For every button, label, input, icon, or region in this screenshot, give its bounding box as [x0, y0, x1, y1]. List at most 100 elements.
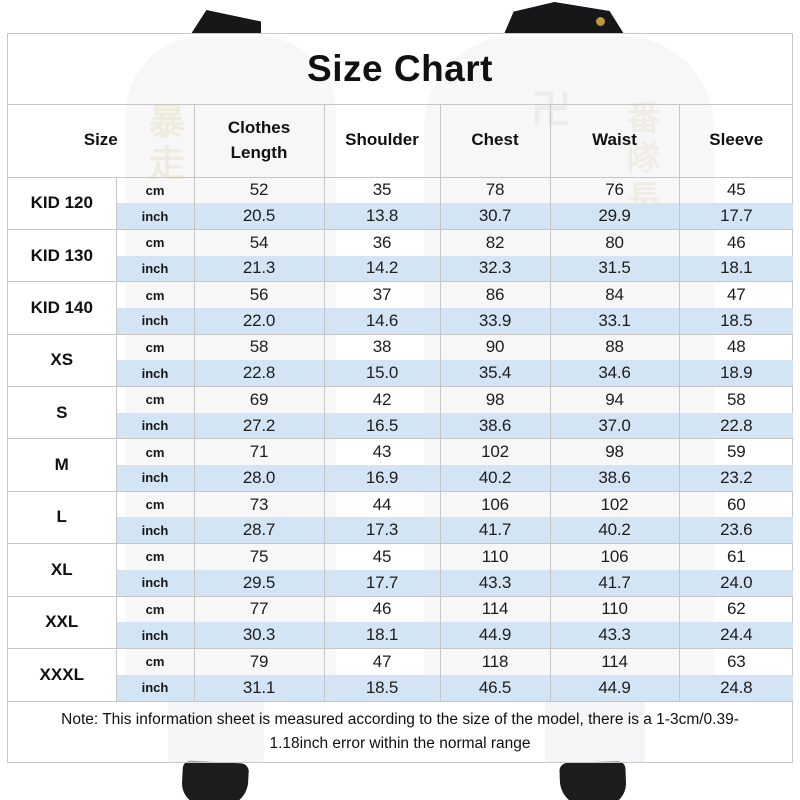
column-header-shoulder: Shoulder [323, 105, 440, 178]
measurement-value-cm: 38 [323, 333, 440, 361]
measurement-value-cm: 45 [323, 543, 440, 570]
measurement-value-inch: 35.4 [439, 360, 550, 387]
unit-label-cm: cm [115, 228, 194, 256]
measurement-value-cm: 98 [549, 438, 679, 466]
measurement-value-cm: 118 [439, 647, 550, 675]
measurement-value-inch: 20.5 [193, 203, 324, 230]
measurement-value-cm: 43 [323, 438, 440, 466]
unit-label-inch: inch [115, 360, 194, 387]
table-row-inch: inch 29.5 17.7 43.3 41.7 24.0 [8, 569, 793, 596]
measurement-value-cm: 110 [439, 543, 550, 570]
measurement-value-cm: 90 [439, 333, 550, 361]
measurement-value-inch: 28.7 [193, 517, 324, 544]
measurement-value-cm: 71 [193, 438, 324, 466]
measurement-value-cm: 114 [439, 595, 550, 623]
measurement-value-cm: 77 [193, 595, 324, 623]
column-header-chest: Chest [439, 105, 550, 178]
measurement-value-cm: 110 [549, 595, 679, 623]
table-row-cm: KID 130 cm 54 36 82 80 46 [8, 228, 793, 282]
header-row: Size Clothes Length Shoulder Chest Waist… [8, 105, 793, 178]
measurement-value-cm: 75 [193, 543, 324, 570]
table-row-cm: XXXL cm 79 47 118 114 63 [8, 647, 793, 701]
measurement-value-cm: 76 [549, 176, 679, 204]
measurement-value-cm: 106 [439, 490, 550, 518]
measurement-value-cm: 58 [193, 333, 324, 361]
size-label: KID 130 [8, 228, 116, 282]
measurement-value-cm: 59 [678, 438, 793, 466]
measurement-value-cm: 88 [549, 333, 679, 361]
measurement-value-inch: 18.9 [678, 360, 793, 387]
measurement-value-inch: 23.2 [678, 465, 793, 492]
measurement-value-inch: 24.8 [678, 674, 793, 701]
measurement-value-inch: 21.3 [193, 255, 324, 282]
measurement-value-cm: 78 [439, 176, 550, 204]
measurement-value-inch: 40.2 [549, 517, 679, 544]
measurement-value-inch: 18.5 [323, 674, 440, 701]
measurement-value-cm: 114 [549, 647, 679, 675]
unit-label-inch: inch [115, 203, 194, 230]
unit-label-inch: inch [115, 517, 194, 544]
table-row-inch: inch 22.0 14.6 33.9 33.1 18.5 [8, 307, 793, 335]
measurement-value-cm: 84 [549, 281, 679, 308]
measurement-value-cm: 63 [678, 647, 793, 675]
table-row-inch: inch 22.8 15.0 35.4 34.6 18.9 [8, 360, 793, 387]
page-title: Size Chart [8, 34, 792, 105]
measurement-value-cm: 35 [323, 176, 440, 204]
unit-label-inch: inch [115, 255, 194, 282]
unit-label-inch: inch [115, 465, 194, 492]
table-row-inch: inch 21.3 14.2 32.3 31.5 18.1 [8, 255, 793, 282]
measurement-value-cm: 37 [323, 281, 440, 308]
table-row-cm: KID 120 cm 52 35 78 76 45 [8, 176, 793, 230]
measurement-value-inch: 44.9 [439, 622, 550, 649]
measurement-value-inch: 32.3 [439, 255, 550, 282]
measurement-value-cm: 45 [678, 176, 793, 204]
measurement-value-inch: 41.7 [439, 517, 550, 544]
unit-label-cm: cm [115, 595, 194, 623]
unit-label-inch: inch [115, 569, 194, 596]
column-header-sleeve: Sleeve [678, 105, 793, 178]
boot-right [559, 760, 627, 800]
size-label: KID 140 [8, 281, 116, 335]
column-header-clothes-length: Clothes Length [193, 105, 324, 178]
measurement-value-cm: 48 [678, 333, 793, 361]
measurement-value-cm: 61 [678, 543, 793, 570]
measurement-value-inch: 44.9 [549, 674, 679, 701]
boot-left [180, 760, 250, 800]
size-label: S [8, 385, 116, 439]
table-row-cm: XS cm 58 38 90 88 48 [8, 333, 793, 387]
table-row-inch: inch 31.1 18.5 46.5 44.9 24.8 [8, 674, 793, 701]
measurement-value-inch: 31.1 [193, 674, 324, 701]
measurement-value-inch: 17.3 [323, 517, 440, 544]
unit-label-inch: inch [115, 412, 194, 439]
unit-label-inch: inch [115, 307, 194, 335]
measurement-value-inch: 17.7 [678, 203, 793, 230]
measurement-value-inch: 22.0 [193, 307, 324, 335]
measurement-value-inch: 22.8 [678, 412, 793, 439]
measurement-value-cm: 98 [439, 385, 550, 413]
jacket-collar-right [504, 2, 624, 34]
measurement-value-cm: 73 [193, 490, 324, 518]
measurement-value-inch: 16.5 [323, 412, 440, 439]
measurement-value-inch: 15.0 [323, 360, 440, 387]
measurement-value-inch: 16.9 [323, 465, 440, 492]
measurement-value-inch: 30.7 [439, 203, 550, 230]
unit-label-cm: cm [115, 543, 194, 570]
measurement-value-inch: 17.7 [323, 569, 440, 596]
measurement-value-cm: 36 [323, 228, 440, 256]
unit-label-cm: cm [115, 281, 194, 308]
size-label: M [8, 438, 116, 492]
measurement-value-cm: 102 [549, 490, 679, 518]
measurement-value-inch: 22.8 [193, 360, 324, 387]
size-label: XXL [8, 595, 116, 649]
measurement-value-inch: 24.4 [678, 622, 793, 649]
unit-label-cm: cm [115, 647, 194, 675]
table-row-cm: XXL cm 77 46 114 110 62 [8, 595, 793, 649]
measurement-value-cm: 69 [193, 385, 324, 413]
column-header-size: Size [8, 105, 194, 178]
measurement-value-cm: 82 [439, 228, 550, 256]
table-row-inch: inch 20.5 13.8 30.7 29.9 17.7 [8, 203, 793, 230]
measurement-value-inch: 14.6 [323, 307, 440, 335]
